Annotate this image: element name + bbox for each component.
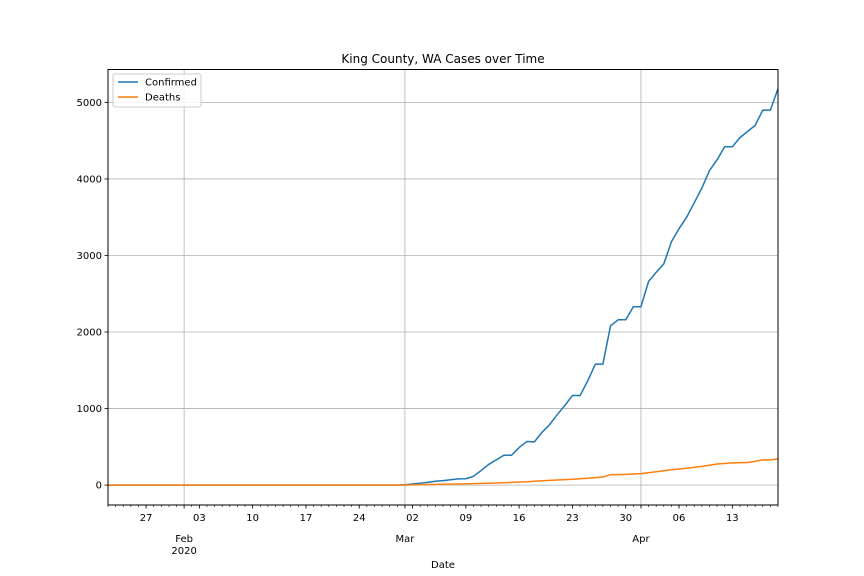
x-tick-label: 10	[246, 513, 259, 524]
x-tick-label: 09	[459, 513, 472, 524]
x-tick-label: 13	[726, 513, 739, 524]
y-tick-label: 1000	[77, 404, 102, 415]
x-tick-label: 17	[300, 513, 313, 524]
x-tick-label: 06	[673, 513, 686, 524]
x-axis-title: Date	[431, 560, 455, 571]
y-tick-label: 0	[96, 481, 102, 492]
y-tick-label: 2000	[77, 328, 102, 339]
y-tick-label: 4000	[77, 174, 102, 185]
series-lines	[108, 88, 779, 486]
x-month-label: Apr	[632, 534, 650, 545]
legend-label-confirmed: Confirmed	[145, 78, 197, 89]
x-tick-label: 02	[406, 513, 419, 524]
x-tick-label: 27	[140, 513, 153, 524]
axis-ticks: 0 1000 2000 3000 4000 5000 27 03 10 17 24 02 09 16 23 3…	[77, 98, 779, 557]
x-tick-label: 23	[566, 513, 579, 524]
legend-label-deaths: Deaths	[145, 93, 180, 104]
x-month-label: Feb	[175, 534, 193, 545]
series-line-confirmed	[108, 88, 779, 486]
x-tick-label: 16	[513, 513, 526, 524]
series-line-deaths	[108, 458, 779, 486]
x-month-label: Mar	[395, 534, 415, 545]
chart-title: King County, WA Cases over Time	[341, 52, 544, 66]
y-tick-label: 3000	[77, 251, 102, 262]
x-tick-label: 24	[353, 513, 366, 524]
legend: Confirmed Deaths	[112, 73, 202, 108]
x-tick-label: 03	[193, 513, 206, 524]
y-tick-label: 5000	[77, 98, 102, 109]
x-year-label: 2020	[171, 546, 196, 557]
x-tick-label: 30	[619, 513, 632, 524]
